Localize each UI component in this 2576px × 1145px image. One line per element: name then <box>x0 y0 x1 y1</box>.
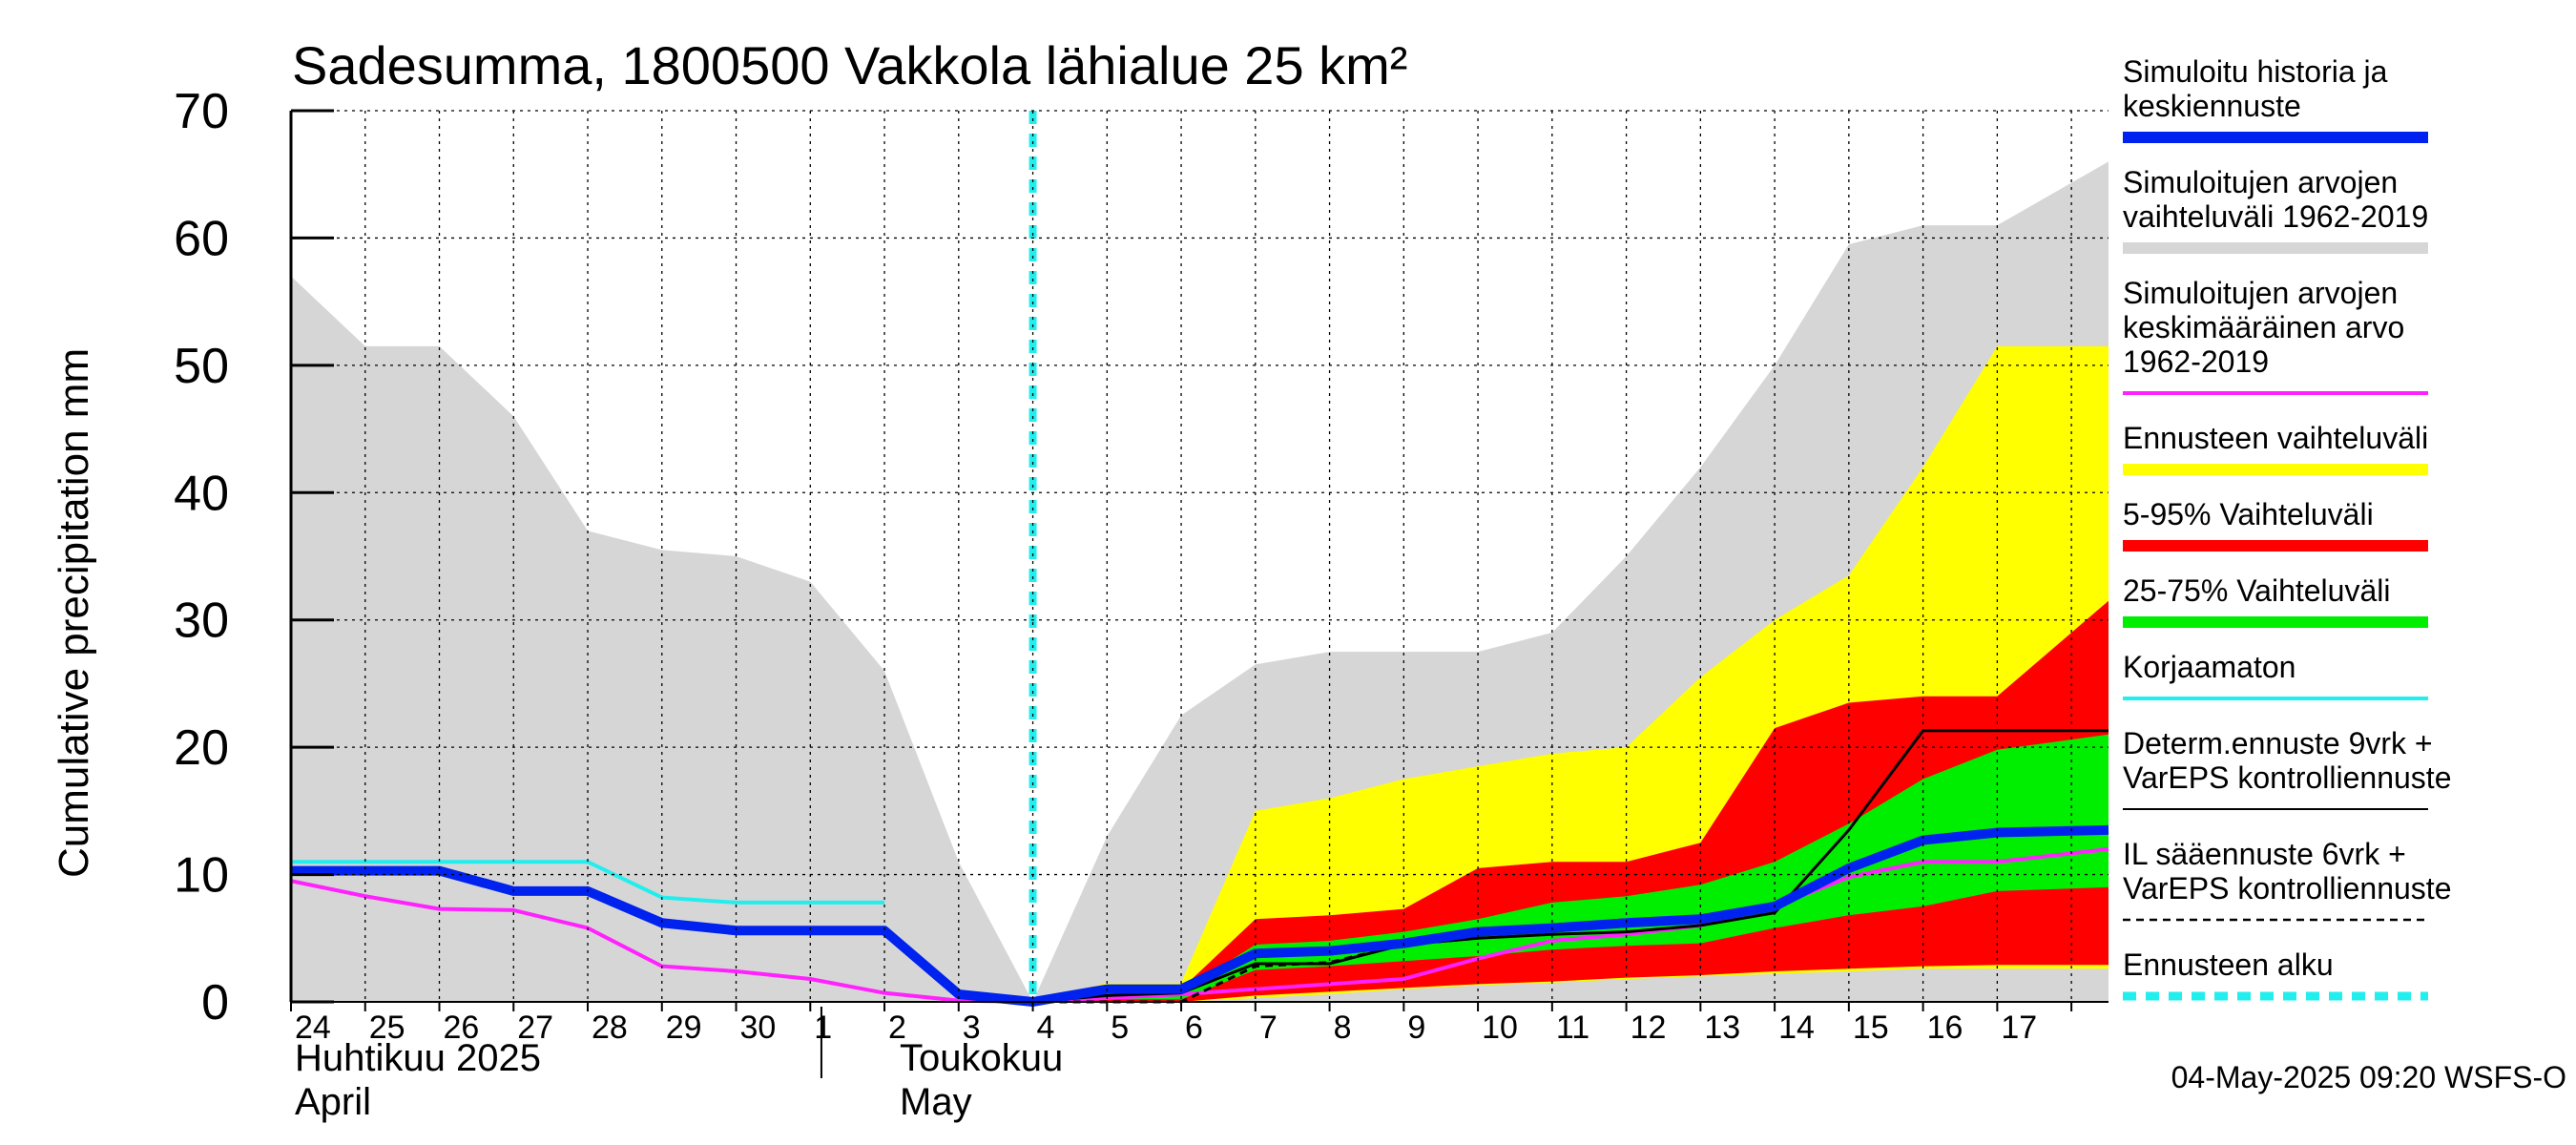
y-tick-label: 10 <box>174 848 229 904</box>
y-axis-label: Cumulative precipitation mm <box>51 348 97 878</box>
legend-label: IL sääennuste 6vrk + <box>2123 837 2406 871</box>
x-tick-label: 5 <box>1111 1010 1129 1046</box>
month-label-may-en: May <box>900 1081 972 1123</box>
y-tick-label: 70 <box>174 84 229 139</box>
x-tick-label: 16 <box>1927 1010 1963 1046</box>
timestamp: 04-May-2025 09:20 WSFS-O <box>2171 1060 2566 1094</box>
y-tick-label: 40 <box>174 466 229 521</box>
legend-label: Ennusteen alku <box>2123 947 2334 982</box>
legend-label: VarEPS kontrolliennuste <box>2123 760 2451 795</box>
x-tick-label: 6 <box>1185 1010 1203 1046</box>
x-tick-label: 17 <box>2001 1010 2037 1046</box>
x-tick-label: 4 <box>1037 1010 1055 1046</box>
x-tick-label: 27 <box>517 1010 553 1046</box>
x-tick-label: 14 <box>1778 1010 1815 1046</box>
legend-label: vaihteluväli 1962-2019 <box>2123 199 2428 234</box>
y-tick-label: 0 <box>201 975 229 1030</box>
x-tick-label: 28 <box>592 1010 628 1046</box>
x-tick-label: 11 <box>1556 1010 1589 1046</box>
x-tick-label: 26 <box>444 1010 480 1046</box>
legend-label: keskimääräinen arvo <box>2123 310 2404 344</box>
legend-label: Korjaamaton <box>2123 650 2296 684</box>
legend-label: VarEPS kontrolliennuste <box>2123 871 2451 906</box>
legend-label: 25-75% Vaihteluväli <box>2123 573 2390 608</box>
x-tick-label: 3 <box>963 1010 981 1046</box>
y-tick-label: 20 <box>174 720 229 776</box>
deterministic-forecast-line <box>1032 729 2109 1004</box>
legend-label: 1962-2019 <box>2123 344 2269 379</box>
x-tick-label: 24 <box>295 1010 331 1046</box>
legend-label: Ennusteen vaihteluväli <box>2123 421 2428 455</box>
x-tick-label: 2 <box>888 1010 906 1046</box>
x-tick-label: 29 <box>666 1010 702 1046</box>
x-tick-label: 1 <box>814 1010 832 1046</box>
y-tick-label: 60 <box>174 211 229 266</box>
month-label-may-fi: Toukokuu <box>900 1037 1063 1079</box>
legend-label: Determ.ennuste 9vrk + <box>2123 726 2433 760</box>
uncorrected-line <box>291 860 885 905</box>
x-tick-label: 10 <box>1482 1010 1518 1046</box>
x-tick-label: 25 <box>369 1010 405 1046</box>
legend-label: 5-95% Vaihteluväli <box>2123 497 2374 531</box>
legend-label: Simuloitujen arvojen <box>2123 276 2398 310</box>
x-tick-label: 13 <box>1704 1010 1740 1046</box>
plot-area <box>290 111 2109 1007</box>
month-label-april-en: April <box>295 1081 371 1123</box>
legend-label: keskiennuste <box>2123 89 2301 123</box>
legend-label: Simuloitu historia ja <box>2123 54 2388 89</box>
y-tick-label: 50 <box>174 339 229 394</box>
x-tick-label: 30 <box>740 1010 777 1046</box>
x-tick-label: 12 <box>1631 1010 1667 1046</box>
x-tick-label: 15 <box>1853 1010 1889 1046</box>
legend-label: Simuloitujen arvojen <box>2123 165 2398 199</box>
y-tick-label: 30 <box>174 593 229 649</box>
x-tick-label: 9 <box>1407 1010 1425 1046</box>
month-label-april-fi: Huhtikuu 2025 <box>295 1037 541 1079</box>
x-tick-label: 8 <box>1334 1010 1352 1046</box>
chart-title: Sadesumma, 1800500 Vakkola lähialue 25 k… <box>292 35 1407 95</box>
x-tick-label: 7 <box>1259 1010 1278 1046</box>
